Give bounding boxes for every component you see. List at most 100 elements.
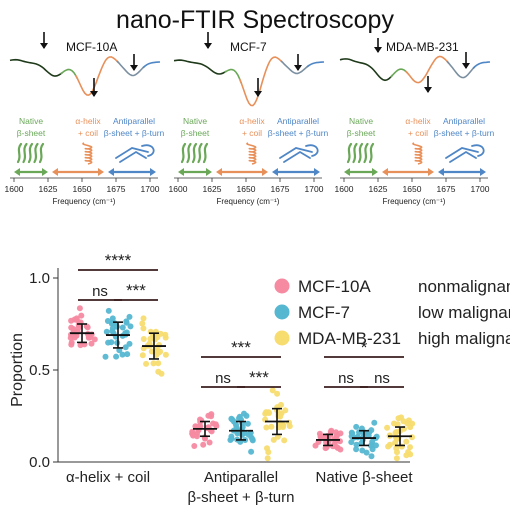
significance-label: *** [231,338,251,357]
data-point [332,429,339,436]
beta-sheet-glyph [180,142,187,164]
peak-arrowhead [130,65,138,71]
band-label-antiparallel: β-sheet + β-turn [434,128,495,138]
spectrum-segment [9,58,63,77]
data-point [155,360,162,367]
data-point [265,449,272,456]
y-tick-label: 1.0 [29,270,50,287]
band-label-antiparallel: β-sheet + β-turn [268,128,329,138]
data-point [400,418,407,425]
legend-marker [274,278,290,294]
beta-sheet-glyph [27,142,34,164]
peak-arrowhead [462,63,470,69]
data-point [189,428,196,435]
data-point [393,455,400,462]
data-point [280,424,286,430]
band-label-antiparallel: Antiparallel [443,116,485,126]
frequency-tick-label: 1700 [305,184,324,194]
beta-sheet-glyph [202,142,209,164]
peak-arrowhead [294,65,302,71]
band-label-helix: + coil [242,128,262,138]
frequency-tick-label: 1625 [203,184,222,194]
data-point [113,353,120,360]
data-point [109,328,116,335]
frequency-tick-label: 1625 [39,184,58,194]
y-tick-label: 0.0 [29,454,50,471]
band-label-helix: + coil [408,128,428,138]
data-point [113,323,120,330]
significance-label: *** [126,281,146,300]
data-point [270,436,277,443]
data-point [371,419,378,426]
beta-sheet-glyph [16,142,23,164]
spectrum-segment [405,55,450,84]
data-point [124,351,131,358]
band-range-arrowhead [314,168,320,176]
significance-label: ns [338,370,354,387]
data-point [105,307,112,314]
band-label-native: β-sheet [181,128,210,138]
data-point [191,443,198,449]
data-point [286,419,292,426]
band-range-arrowhead [216,168,222,176]
data-point [119,324,126,331]
legend-series-desc: low malignancy [418,303,510,322]
data-point [393,436,400,443]
data-point [264,455,271,462]
band-label-native: Native [183,116,207,126]
data-point [394,449,400,456]
band-range-arrowhead [108,168,114,176]
spectrum-cell-label: MCF-7 [230,40,267,54]
significance-label: **** [105,251,132,270]
legend-marker [274,304,290,320]
data-point [274,390,281,397]
beta-turn-glyph [445,144,485,163]
spectrum-segment [472,61,491,69]
helix-glyph [412,142,423,165]
band-range-arrowhead [428,168,434,176]
beta-sheet-glyph [22,142,28,164]
spectrum-panel-1: MCF-10A Native β-sheet α-helix + coil Antipar… [5,32,165,206]
frequency-axis-label: Frequency (cm⁻¹) [217,197,280,206]
beta-sheet-glyph [352,142,358,164]
data-point [143,360,150,367]
peak-arrowhead [40,43,48,49]
data-point [162,331,169,338]
band-label-native: Native [349,116,373,126]
data-point [228,435,235,442]
frequency-tick-label: 1600 [335,184,354,194]
frequency-tick-label: 1625 [369,184,388,194]
data-point [109,315,116,322]
data-point [392,429,399,436]
data-point [236,415,242,422]
data-point [281,437,288,444]
band-label-native: Native [19,116,43,126]
beta-sheet-glyph [346,142,353,164]
data-point [243,412,250,419]
legend-series-name: MCF-10A [298,277,371,296]
spectrum-cell-label: MDA-MB-231 [386,40,459,54]
beta-sheet-glyph [363,142,369,164]
band-label-helix: α-helix [239,116,265,126]
band-label-native: β-sheet [17,128,46,138]
beta-turn-glyph [279,144,319,163]
data-point [126,340,133,347]
significance-label: ns [374,370,390,387]
figure-title: nano-FTIR Spectroscopy [116,6,394,34]
data-point [119,351,126,358]
band-range-arrowhead [344,168,350,176]
beta-sheet-glyph [33,142,39,164]
data-point [239,431,246,438]
data-point [353,441,360,448]
data-point [353,423,360,430]
frequency-tick-label: 1700 [471,184,490,194]
data-point [91,336,98,343]
band-range-arrowhead [382,168,388,176]
data-point [140,336,147,342]
data-point [373,442,379,449]
band-range-arrowhead [206,168,212,176]
data-point [394,421,401,428]
beta-sheet-glyph [186,142,192,164]
band-range-arrowhead [372,168,378,176]
band-range-arrowhead [98,168,104,176]
